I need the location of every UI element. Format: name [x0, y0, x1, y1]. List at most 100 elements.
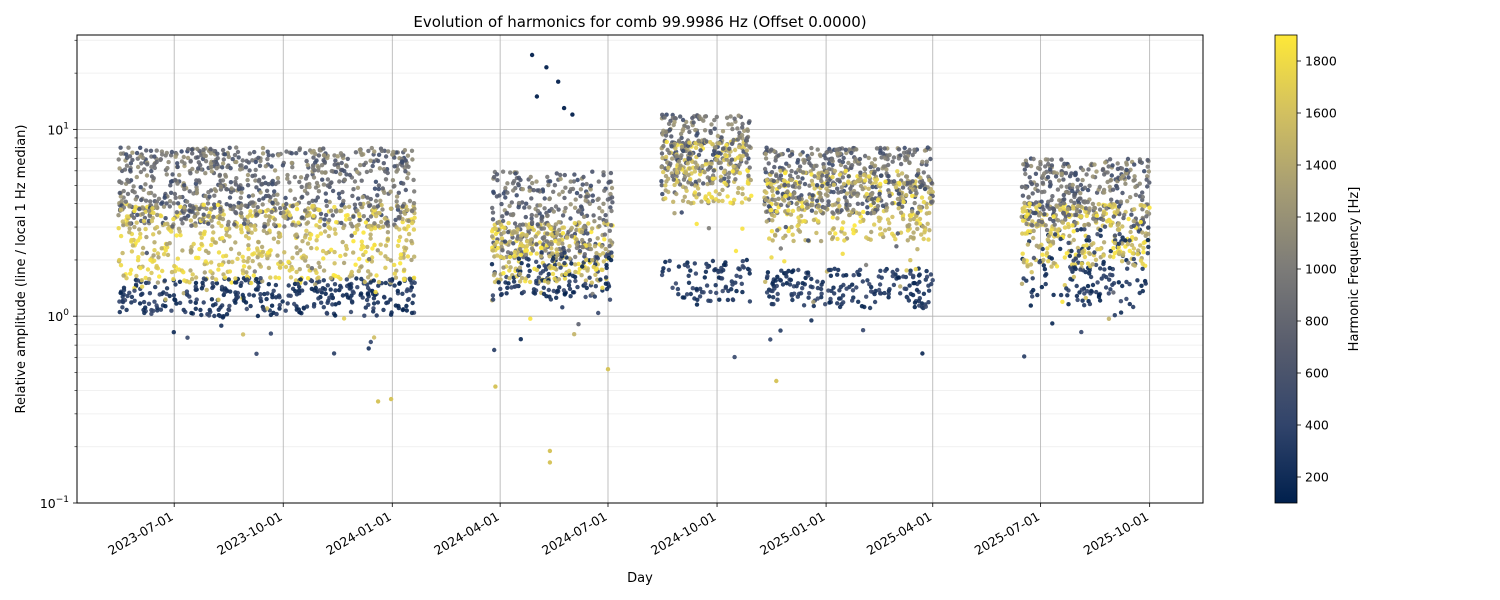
data-point — [537, 203, 543, 208]
data-point — [770, 185, 775, 191]
data-point — [179, 149, 184, 154]
data-point — [235, 256, 240, 261]
data-point — [769, 255, 774, 260]
data-point — [891, 233, 896, 238]
data-point — [187, 189, 192, 194]
data-point — [265, 149, 270, 154]
data-point — [1073, 220, 1078, 226]
data-point — [504, 291, 509, 296]
data-point — [128, 267, 134, 273]
data-point — [1083, 209, 1088, 214]
data-point — [917, 221, 922, 226]
data-point — [214, 161, 220, 167]
data-point — [166, 159, 171, 165]
data-point — [241, 264, 247, 269]
data-point — [1112, 233, 1118, 238]
data-point — [306, 200, 312, 206]
data-point — [195, 146, 200, 152]
data-point — [818, 208, 823, 213]
data-point — [193, 280, 199, 286]
data-point — [592, 219, 597, 224]
data-point — [142, 310, 147, 316]
data-point — [500, 248, 505, 253]
data-point — [352, 179, 358, 184]
data-point — [828, 296, 833, 302]
data-point — [360, 295, 365, 300]
data-point — [785, 148, 791, 153]
data-point — [1062, 197, 1067, 202]
data-point — [1131, 223, 1137, 228]
data-point — [133, 282, 139, 287]
data-point — [1115, 223, 1121, 228]
data-point — [490, 297, 496, 302]
data-point — [310, 166, 316, 171]
data-point — [536, 230, 541, 235]
data-point — [1037, 260, 1042, 265]
data-point — [1089, 288, 1094, 294]
data-point — [256, 155, 261, 160]
data-point — [200, 156, 206, 162]
data-point — [133, 204, 138, 209]
data-point — [1133, 192, 1139, 198]
data-point — [219, 223, 224, 229]
data-point — [1090, 262, 1095, 267]
data-point — [1131, 304, 1136, 310]
colorbar-tick-label: 1600 — [1305, 106, 1337, 121]
outlier-point — [534, 94, 540, 99]
data-point — [506, 260, 512, 265]
data-point — [372, 242, 377, 248]
data-point — [1076, 249, 1082, 254]
data-point — [504, 211, 509, 216]
data-point — [877, 282, 883, 287]
data-point — [310, 198, 315, 203]
data-point — [344, 277, 349, 282]
data-point — [890, 159, 895, 164]
data-point — [118, 145, 123, 150]
data-point — [835, 177, 840, 183]
data-point — [167, 199, 173, 204]
data-point — [359, 239, 364, 244]
data-point — [245, 277, 250, 282]
data-point — [1084, 213, 1090, 219]
data-point — [1080, 167, 1086, 173]
data-point — [342, 168, 347, 174]
data-point — [527, 188, 532, 193]
data-point — [794, 201, 799, 207]
data-point — [1075, 227, 1080, 233]
data-point — [693, 271, 699, 276]
data-point — [290, 222, 295, 227]
data-point — [1067, 253, 1073, 259]
data-point — [1144, 214, 1149, 219]
data-point — [256, 280, 261, 285]
data-point — [184, 289, 190, 294]
data-point — [188, 268, 193, 273]
data-point — [850, 288, 856, 293]
data-point — [228, 203, 233, 208]
data-point — [283, 195, 288, 201]
data-point — [501, 265, 506, 270]
data-point — [127, 221, 132, 226]
data-point — [1124, 296, 1129, 302]
data-point — [320, 248, 326, 254]
data-point — [794, 284, 799, 289]
data-point — [373, 198, 379, 204]
data-point — [1069, 267, 1074, 272]
data-point — [535, 188, 540, 193]
data-point — [729, 141, 735, 146]
data-point — [1129, 212, 1134, 217]
data-point — [329, 247, 334, 252]
data-point — [244, 158, 249, 164]
data-point — [507, 239, 513, 244]
data-point — [394, 225, 399, 230]
data-point — [1124, 162, 1130, 167]
data-point — [490, 229, 495, 234]
data-point — [256, 240, 261, 245]
data-point — [848, 186, 853, 191]
data-point — [1094, 169, 1099, 174]
data-point — [704, 139, 709, 144]
data-point — [148, 199, 153, 204]
data-point — [1141, 250, 1146, 255]
data-point — [247, 151, 252, 156]
data-point — [900, 204, 905, 209]
data-point — [148, 184, 153, 189]
